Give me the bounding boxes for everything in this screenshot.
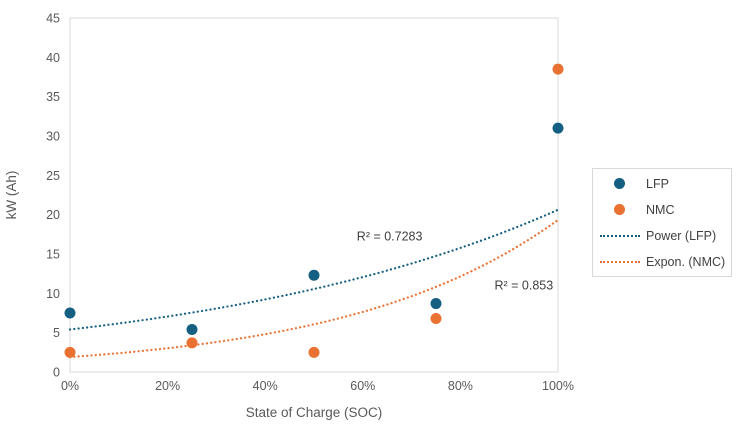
- y-tick-label: 30: [46, 130, 60, 144]
- data-point-lfp[interactable]: [64, 307, 76, 319]
- y-axis-title: kW (Ah): [4, 171, 19, 220]
- trendline-power-lfp: [68, 208, 560, 331]
- data-point-lfp[interactable]: [430, 298, 442, 310]
- y-tick-label: 40: [46, 51, 60, 65]
- data-point-nmc[interactable]: [186, 337, 198, 349]
- legend-label-expon-nmc: Expon. (NMC): [646, 254, 726, 269]
- power-lfp-trendline-icon: [593, 235, 646, 237]
- legend-label-power-lfp: Power (LFP): [646, 228, 717, 243]
- data-point-nmc[interactable]: [64, 346, 76, 358]
- y-tick-label: 35: [46, 90, 60, 104]
- y-tick-label: 15: [46, 248, 60, 262]
- data-point-lfp[interactable]: [186, 324, 198, 336]
- legend-label-lfp: LFP: [646, 176, 669, 191]
- y-tick-label: 25: [46, 169, 60, 183]
- y-tick-label: 0: [53, 366, 60, 380]
- data-point-lfp[interactable]: [552, 122, 564, 134]
- legend-item-lfp[interactable]: LFP: [593, 171, 731, 197]
- r-squared-label-nmc: R² = 0.853: [494, 278, 553, 292]
- nmc-dot-icon: [593, 204, 646, 215]
- legend-item-expon-nmc[interactable]: Expon. (NMC): [593, 249, 731, 275]
- r-squared-label-lfp: R² = 0.7283: [357, 230, 423, 244]
- legend-item-nmc[interactable]: NMC: [593, 197, 731, 223]
- y-tick-label: 5: [53, 326, 60, 340]
- data-point-nmc[interactable]: [430, 313, 442, 325]
- data-point-lfp[interactable]: [308, 269, 320, 281]
- x-tick-label: 60%: [350, 379, 375, 393]
- x-tick-label: 100%: [542, 379, 574, 393]
- plot-area-border: [69, 17, 559, 373]
- y-tick-label: 10: [46, 287, 60, 301]
- legend-label-nmc: NMC: [646, 202, 675, 217]
- y-tick-label: 20: [46, 208, 60, 222]
- x-tick-label: 40%: [253, 379, 278, 393]
- x-tick-label: 20%: [155, 379, 180, 393]
- legend-item-power-lfp[interactable]: Power (LFP): [593, 223, 731, 249]
- trendline-expon-nmc: [68, 218, 560, 359]
- data-point-nmc[interactable]: [552, 63, 564, 75]
- legend: LFP NMC Power (LFP) Expon. (NMC): [592, 168, 732, 277]
- expon-nmc-trendline-icon: [593, 261, 646, 263]
- x-axis-title: State of Charge (SOC): [246, 405, 383, 420]
- y-tick-label: 45: [46, 12, 60, 26]
- x-tick-label: 80%: [448, 379, 473, 393]
- x-tick-label: 0%: [61, 379, 79, 393]
- data-point-nmc[interactable]: [308, 346, 320, 358]
- lfp-dot-icon: [593, 178, 646, 189]
